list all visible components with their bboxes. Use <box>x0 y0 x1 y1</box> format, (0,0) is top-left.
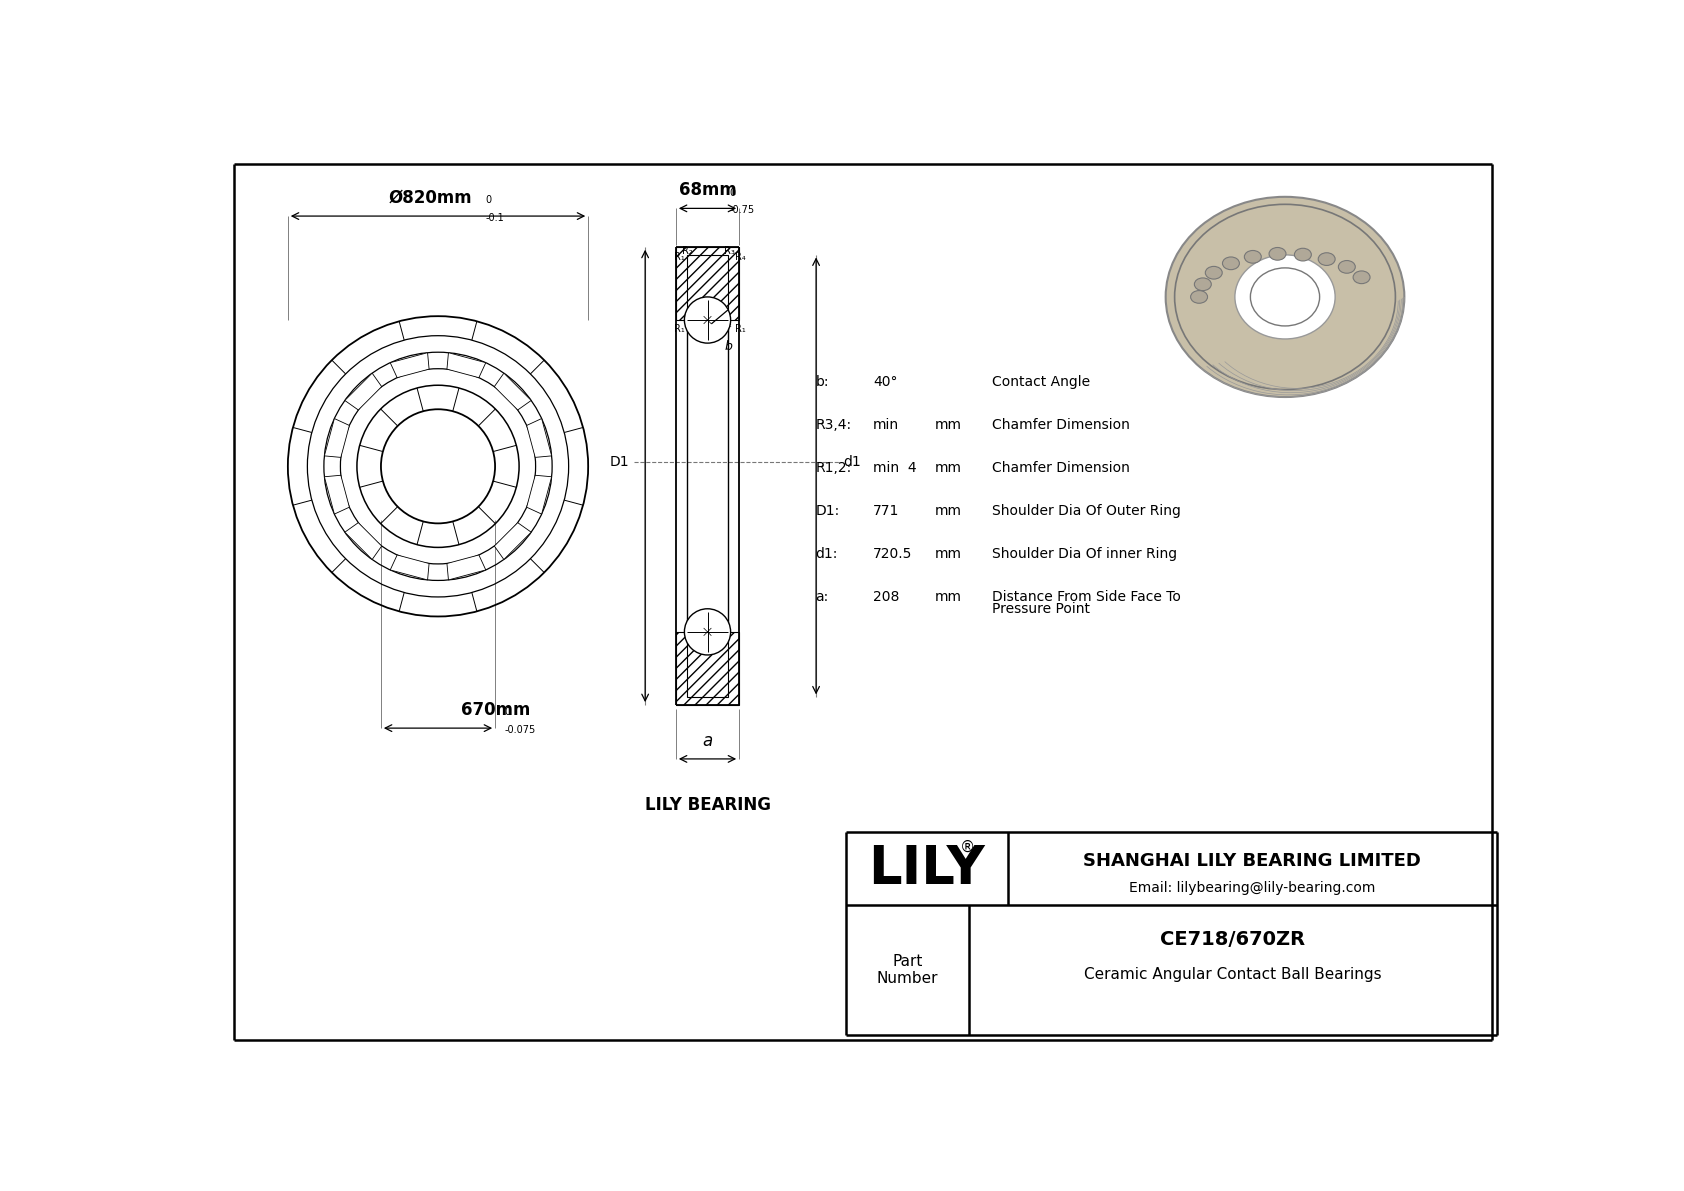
Text: -0.75: -0.75 <box>729 205 754 216</box>
Polygon shape <box>675 632 739 705</box>
Text: 670mm: 670mm <box>461 700 530 719</box>
Text: LILY: LILY <box>869 843 985 894</box>
Text: mm: mm <box>935 418 962 432</box>
Text: SHANGHAI LILY BEARING LIMITED: SHANGHAI LILY BEARING LIMITED <box>1083 853 1421 871</box>
Polygon shape <box>446 353 485 378</box>
Text: d1: d1 <box>844 455 861 469</box>
Text: CE718/670ZR: CE718/670ZR <box>1160 930 1305 949</box>
Text: Chamfer Dimension: Chamfer Dimension <box>992 418 1130 432</box>
Ellipse shape <box>1223 257 1239 269</box>
Text: R₃: R₃ <box>724 247 734 256</box>
Text: Ceramic Angular Contact Ball Bearings: Ceramic Angular Contact Ball Bearings <box>1084 967 1383 983</box>
Ellipse shape <box>1319 252 1335 266</box>
Polygon shape <box>527 418 552 457</box>
Polygon shape <box>325 418 349 457</box>
Polygon shape <box>687 640 727 697</box>
Ellipse shape <box>1244 250 1261 263</box>
Text: a:: a: <box>815 591 829 604</box>
Polygon shape <box>446 555 485 580</box>
Polygon shape <box>527 475 552 515</box>
Polygon shape <box>345 523 382 560</box>
Ellipse shape <box>1339 261 1356 273</box>
Text: 208: 208 <box>872 591 899 604</box>
Text: b: b <box>724 341 733 354</box>
Ellipse shape <box>1234 255 1335 339</box>
Ellipse shape <box>1194 278 1211 291</box>
Text: R₁: R₁ <box>674 324 684 335</box>
Polygon shape <box>345 373 382 410</box>
Text: min: min <box>872 418 899 432</box>
Text: Shoulder Dia Of Outer Ring: Shoulder Dia Of Outer Ring <box>992 504 1180 518</box>
Text: d1:: d1: <box>815 547 837 561</box>
Text: D1: D1 <box>610 455 630 469</box>
Text: Pressure Point: Pressure Point <box>992 601 1091 616</box>
Text: 40°: 40° <box>872 375 898 388</box>
Text: LILY BEARING: LILY BEARING <box>645 796 771 815</box>
Text: R₄: R₄ <box>736 251 746 262</box>
Text: a: a <box>702 731 712 749</box>
Text: R₂: R₂ <box>682 247 692 256</box>
Text: 68mm: 68mm <box>679 181 736 199</box>
Ellipse shape <box>684 297 731 343</box>
Text: R₁: R₁ <box>674 251 684 262</box>
Ellipse shape <box>1206 267 1223 279</box>
Text: mm: mm <box>935 461 962 475</box>
Ellipse shape <box>1165 197 1404 397</box>
Text: Distance From Side Face To: Distance From Side Face To <box>992 591 1180 604</box>
Polygon shape <box>325 475 349 515</box>
Ellipse shape <box>1191 291 1207 304</box>
Polygon shape <box>495 523 530 560</box>
Text: b:: b: <box>815 375 829 388</box>
Text: R₂: R₂ <box>684 319 695 329</box>
Text: 771: 771 <box>872 504 899 518</box>
Text: R₁: R₁ <box>736 324 746 335</box>
Text: R3,4:: R3,4: <box>815 418 852 432</box>
Ellipse shape <box>1354 270 1371 283</box>
Text: Email: lilybearing@lily-bearing.com: Email: lilybearing@lily-bearing.com <box>1128 880 1376 894</box>
Text: D1:: D1: <box>815 504 840 518</box>
Polygon shape <box>675 247 739 320</box>
Text: Shoulder Dia Of inner Ring: Shoulder Dia Of inner Ring <box>992 547 1177 561</box>
Text: 0: 0 <box>504 707 510 717</box>
Text: -0.1: -0.1 <box>485 213 505 223</box>
Polygon shape <box>495 373 530 410</box>
Ellipse shape <box>1270 248 1287 260</box>
Text: ®: ® <box>960 840 975 855</box>
Text: mm: mm <box>935 504 962 518</box>
Text: mm: mm <box>935 547 962 561</box>
Polygon shape <box>391 353 429 378</box>
Text: min  4: min 4 <box>872 461 916 475</box>
Text: Contact Angle: Contact Angle <box>992 375 1091 388</box>
Text: Chamfer Dimension: Chamfer Dimension <box>992 461 1130 475</box>
Text: R1,2:: R1,2: <box>815 461 852 475</box>
Text: 0: 0 <box>729 188 736 198</box>
Text: 720.5: 720.5 <box>872 547 913 561</box>
Ellipse shape <box>1295 248 1312 261</box>
Polygon shape <box>391 555 429 580</box>
Polygon shape <box>687 255 727 312</box>
Text: mm: mm <box>935 591 962 604</box>
Text: -0.075: -0.075 <box>504 725 536 735</box>
Text: 0: 0 <box>485 195 492 205</box>
Text: Part
Number: Part Number <box>877 954 938 986</box>
Text: R₂: R₂ <box>721 319 733 329</box>
Text: Ø820mm: Ø820mm <box>389 189 472 207</box>
Ellipse shape <box>684 609 731 655</box>
